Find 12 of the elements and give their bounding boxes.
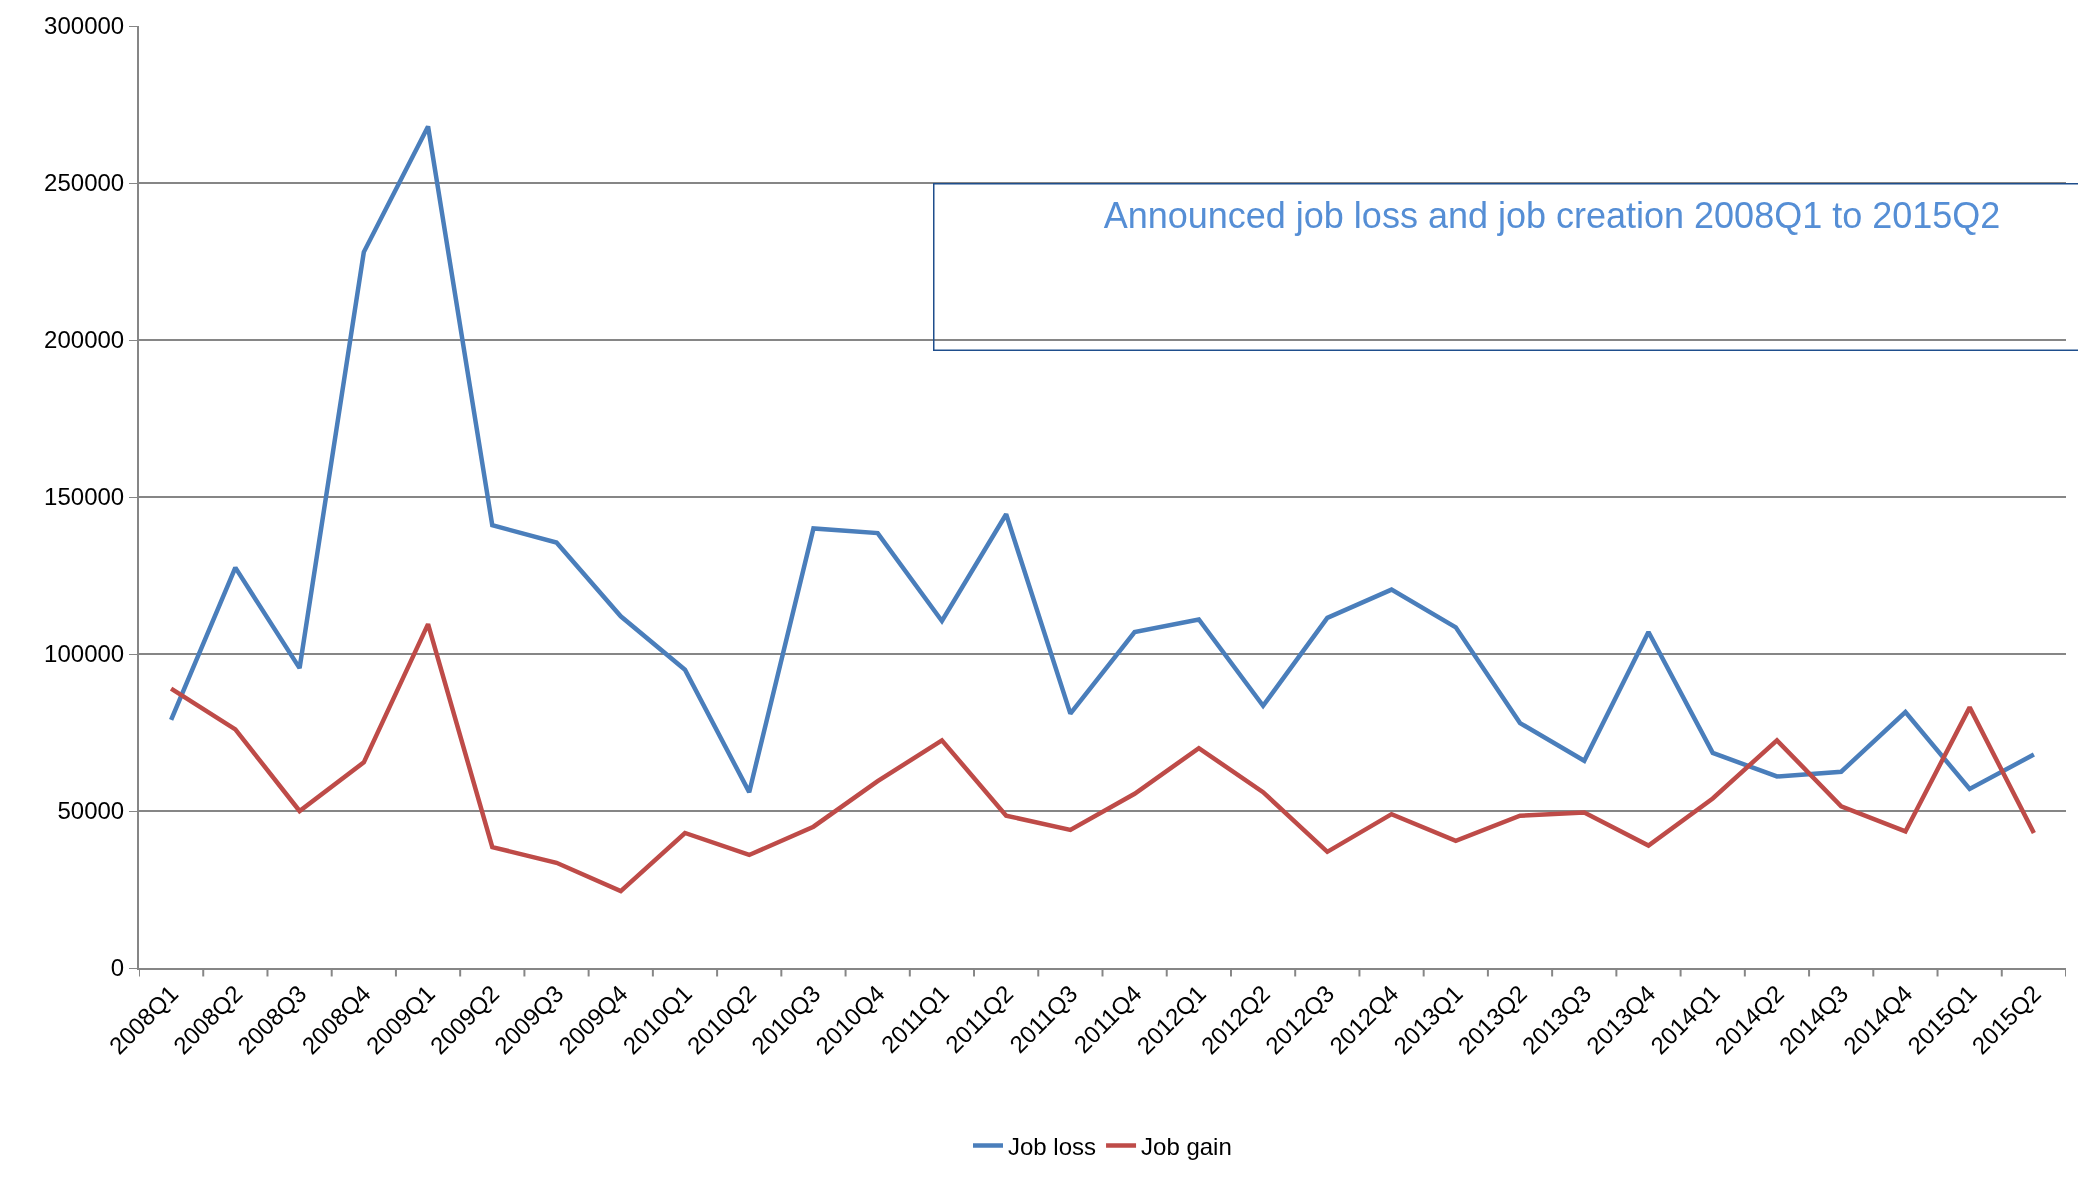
legend-label: Job gain: [1141, 1132, 1232, 1160]
y-tick-label: 250000: [44, 169, 125, 197]
y-tick-label: 0: [110, 954, 125, 982]
y-tick-label: 50000: [57, 797, 125, 825]
y-tick-label: 200000: [44, 326, 125, 354]
line-series: [168, 621, 2037, 894]
y-tick-label: 100000: [44, 640, 125, 668]
legend-label: Job loss: [1008, 1132, 1097, 1160]
y-tick-label: 150000: [44, 483, 125, 511]
y-tick-label: 300000: [44, 12, 125, 40]
text: Announced job loss and job creation 2008Q1 to 2015Q2: [1103, 194, 2001, 236]
line-series: [168, 124, 2037, 795]
